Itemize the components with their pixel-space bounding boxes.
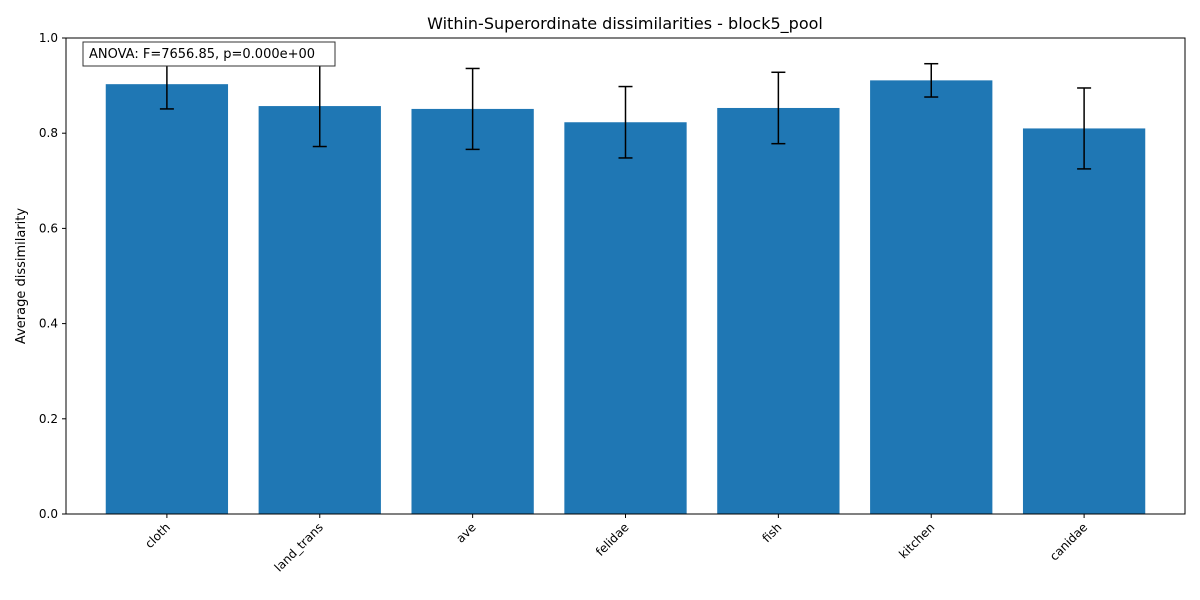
y-axis-label: Average dissimilarity	[14, 208, 29, 344]
x-tick-label-fish: fish	[759, 520, 784, 545]
x-tick-label-ave: ave	[453, 520, 478, 545]
x-tick-label-kitchen: kitchen	[896, 520, 937, 561]
error-bar-kitchen	[924, 62, 939, 98]
error-bar-fish	[771, 71, 786, 145]
x-tick-label-cloth: cloth	[142, 520, 173, 551]
bar-land_trans	[258, 106, 381, 515]
x-tick-label-canidae: canidae	[1047, 520, 1090, 563]
anova-annotation: ANOVA: F=7656.85, p=0.000e+00	[82, 41, 336, 67]
bar-felidae	[564, 122, 687, 514]
x-tick-label-land_trans: land_trans	[272, 520, 326, 574]
error-bar-ave	[465, 67, 480, 151]
annotation-box	[82, 41, 336, 67]
error-bar-felidae	[618, 85, 633, 159]
y-tick-label-5: 1.0	[39, 31, 58, 45]
bar-ave	[411, 108, 534, 514]
error-bar-canidae	[1077, 87, 1092, 170]
y-tick-label-4: 0.8	[39, 126, 58, 140]
y-tick-label-3: 0.6	[39, 221, 58, 235]
y-tick-label-2: 0.4	[39, 317, 58, 331]
bar-kitchen	[870, 80, 993, 514]
x-tick-label-felidae: felidae	[593, 520, 632, 559]
y-tick-label-0: 0.0	[39, 507, 58, 521]
y-axis: 0.0 0.2 0.4 0.6 0.8 1.0	[39, 31, 66, 521]
annotation-text: ANOVA: F=7656.85, p=0.000e+00	[89, 47, 315, 62]
bar-cloth	[105, 84, 229, 514]
bar-canidae	[1022, 128, 1146, 514]
x-axis: cloth land_trans ave felidae fish kitchen cani…	[142, 514, 1090, 575]
plot-frame	[65, 37, 1186, 515]
y-tick-label-1: 0.2	[39, 412, 58, 426]
bar-fish	[717, 107, 840, 515]
chart-title: Within-Superordinate dissimilarities - b…	[427, 14, 823, 34]
bars-group	[105, 80, 1146, 515]
